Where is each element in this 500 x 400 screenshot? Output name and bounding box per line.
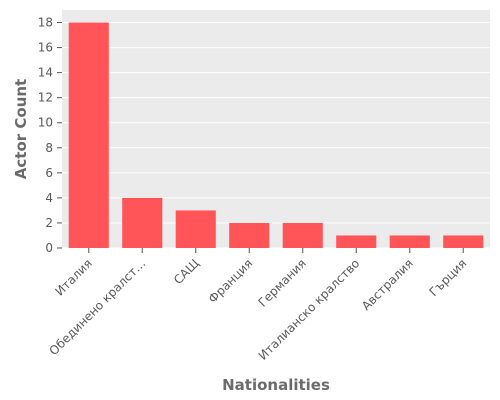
x-tick-label-5: Италианско кралство (256, 256, 363, 363)
bar-1 (122, 197, 163, 248)
bar-4 (282, 222, 323, 248)
x-tick-label-1: Обединено кралст… (47, 256, 149, 358)
x-tick-label-7: Гърция (427, 256, 470, 299)
y-tick-label-0: 0 (45, 241, 53, 255)
y-tick-label-6: 12 (38, 91, 53, 105)
y-tick-label-3: 6 (45, 166, 53, 180)
x-tick-label-2: САЩ (171, 256, 202, 287)
y-tick-label-5: 10 (38, 116, 53, 130)
bar-6 (389, 235, 430, 248)
bars (68, 22, 484, 248)
y-tick-label-1: 2 (45, 216, 53, 230)
bar-2 (175, 210, 216, 248)
x-tick-label-6: Австралия (359, 256, 416, 313)
bar-3 (229, 222, 270, 248)
y-tick-label-2: 4 (45, 191, 53, 205)
y-axis-ticks: 0 2 4 6 8 10 12 14 16 18 (38, 16, 62, 255)
y-tick-label-8: 16 (38, 41, 53, 55)
x-tick-label-3: Франция (206, 256, 256, 306)
x-axis-title: Nationalities (222, 376, 330, 394)
bar-7 (443, 235, 484, 248)
bar-0 (68, 22, 109, 248)
y-axis-title: Actor Count (12, 79, 30, 179)
y-tick-label-7: 14 (38, 66, 53, 80)
x-tick-label-4: Германия (255, 256, 308, 309)
y-tick-label-9: 18 (38, 16, 53, 30)
bar-5 (336, 235, 377, 248)
x-tick-label-0: Италия (52, 256, 94, 298)
y-tick-label-4: 8 (45, 141, 53, 155)
